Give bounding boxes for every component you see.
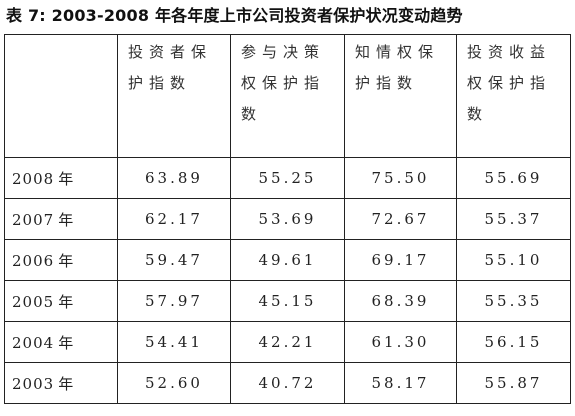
year-value: 2004 [12, 333, 55, 352]
value-cell: 75.50 [344, 157, 457, 199]
value-cell: 45.15 [230, 280, 345, 322]
year-cell: 2004 年 [4, 321, 118, 363]
value-cell: 53.69 [230, 198, 345, 240]
value-cell: 59.47 [117, 239, 231, 281]
value-cell: 55.87 [456, 362, 571, 404]
table-row: 2005 年 57.97 45.15 68.39 55.35 [4, 280, 571, 322]
value-cell: 49.61 [230, 239, 345, 281]
table-row: 2003 年 52.60 40.72 58.17 55.87 [4, 362, 571, 404]
table-row: 2007 年 62.17 53.69 72.67 55.37 [4, 198, 571, 240]
year-cell: 2005 年 [4, 280, 118, 322]
value-cell: 55.10 [456, 239, 571, 281]
value-cell: 61.30 [344, 321, 457, 363]
header-cell-investment-return-index: 投资收益权保护指数 [456, 34, 571, 158]
table-row: 2004 年 54.41 42.21 61.30 56.15 [4, 321, 571, 363]
value-cell: 69.17 [344, 239, 457, 281]
value-cell: 56.15 [456, 321, 571, 363]
year-value: 2005 [12, 292, 55, 311]
value-cell: 63.89 [117, 157, 231, 199]
table-row: 2008 年 63.89 55.25 75.50 55.69 [4, 157, 571, 199]
header-cell-right-to-know-index: 知情权保护指数 [344, 34, 457, 158]
header-cell-corner [4, 34, 118, 158]
value-cell: 62.17 [117, 198, 231, 240]
year-unit: 年 [58, 210, 75, 229]
header-cell-investor-protection-index: 投资者保护指数 [117, 34, 231, 158]
value-cell: 55.69 [456, 157, 571, 199]
data-table: 投资者保护指数 参与决策权保护指数 知情权保护指数 投资收益权保护指数 2008… [4, 34, 571, 404]
year-value: 2008 [12, 169, 55, 188]
value-cell: 72.67 [344, 198, 457, 240]
value-cell: 57.97 [117, 280, 231, 322]
value-cell: 52.60 [117, 362, 231, 404]
value-cell: 55.35 [456, 280, 571, 322]
year-cell: 2008 年 [4, 157, 118, 199]
year-value: 2007 [12, 210, 55, 229]
value-cell: 58.17 [344, 362, 457, 404]
header-cell-decision-participation-index: 参与决策权保护指数 [230, 34, 345, 158]
header-row: 投资者保护指数 参与决策权保护指数 知情权保护指数 投资收益权保护指数 [4, 34, 571, 158]
value-cell: 68.39 [344, 280, 457, 322]
value-cell: 55.37 [456, 198, 571, 240]
year-unit: 年 [58, 292, 75, 311]
year-unit: 年 [58, 251, 75, 270]
table-row: 2006 年 59.47 49.61 69.17 55.10 [4, 239, 571, 281]
year-value: 2006 [12, 251, 55, 270]
year-value: 2003 [12, 374, 55, 393]
year-unit: 年 [58, 169, 75, 188]
value-cell: 54.41 [117, 321, 231, 363]
year-unit: 年 [58, 333, 75, 352]
value-cell: 55.25 [230, 157, 345, 199]
value-cell: 42.21 [230, 321, 345, 363]
year-cell: 2007 年 [4, 198, 118, 240]
year-cell: 2006 年 [4, 239, 118, 281]
value-cell: 40.72 [230, 362, 345, 404]
year-unit: 年 [58, 374, 75, 393]
table-caption: 表 7: 2003-2008 年各年度上市公司投资者保护状况变动趋势 [6, 6, 463, 25]
year-cell: 2003 年 [4, 362, 118, 404]
